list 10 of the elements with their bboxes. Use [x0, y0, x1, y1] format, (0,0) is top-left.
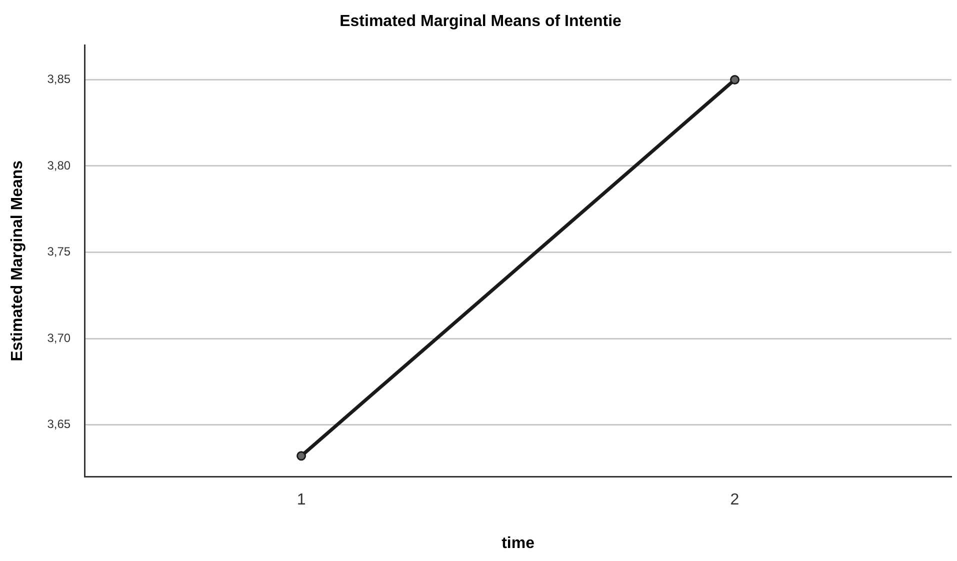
x-tick-label: 2 — [730, 492, 740, 509]
y-tick-label: 3,75 — [47, 244, 71, 259]
y-tick-label: 3,80 — [47, 158, 71, 172]
x-axis-title: time — [502, 534, 535, 552]
x-tick-label: 1 — [296, 492, 306, 509]
y-tick-label: 3,85 — [47, 72, 71, 86]
y-axis-title: Estimated Marginal Means — [9, 160, 26, 362]
y-tick-label: 3,65 — [47, 417, 71, 432]
chart-title: Estimated Marginal Means of Intentie — [340, 13, 622, 30]
y-tick-label: 3,70 — [47, 330, 71, 345]
